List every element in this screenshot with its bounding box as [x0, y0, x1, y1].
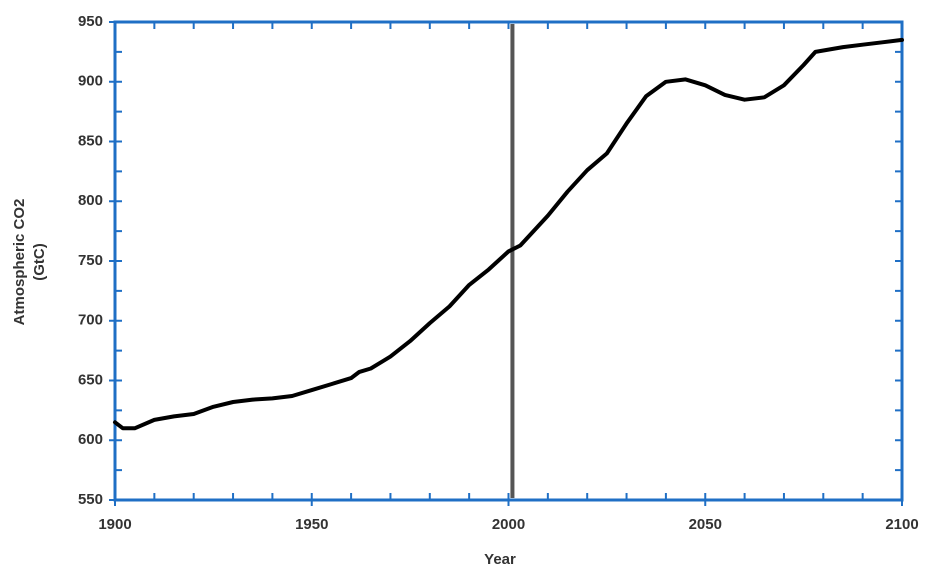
x-tick-label: 2050 — [689, 516, 722, 533]
x-tick-label: 1950 — [295, 516, 328, 533]
plot-frame — [113, 20, 904, 502]
y-axis-label: (GtC) — [31, 243, 48, 281]
data-line — [113, 37, 904, 431]
y-tick-label: 600 — [78, 431, 103, 448]
y-tick-label: 850 — [78, 132, 103, 149]
x-tick-label: 2000 — [492, 516, 525, 533]
y-tick-label: 650 — [78, 371, 103, 388]
y-tick-label: 800 — [78, 192, 103, 209]
y-tick-label: 700 — [78, 312, 103, 329]
y-tick-label: 750 — [78, 252, 103, 269]
y-tick-label: 900 — [78, 73, 103, 90]
x-tick-label: 1900 — [98, 516, 131, 533]
y-tick-label: 550 — [78, 491, 103, 508]
y-tick-label: 950 — [78, 13, 103, 30]
y-axis-label: Atmospheric CO2 — [11, 199, 28, 326]
x-axis-label: Year — [484, 551, 516, 568]
x-tick-label: 2100 — [885, 516, 918, 533]
